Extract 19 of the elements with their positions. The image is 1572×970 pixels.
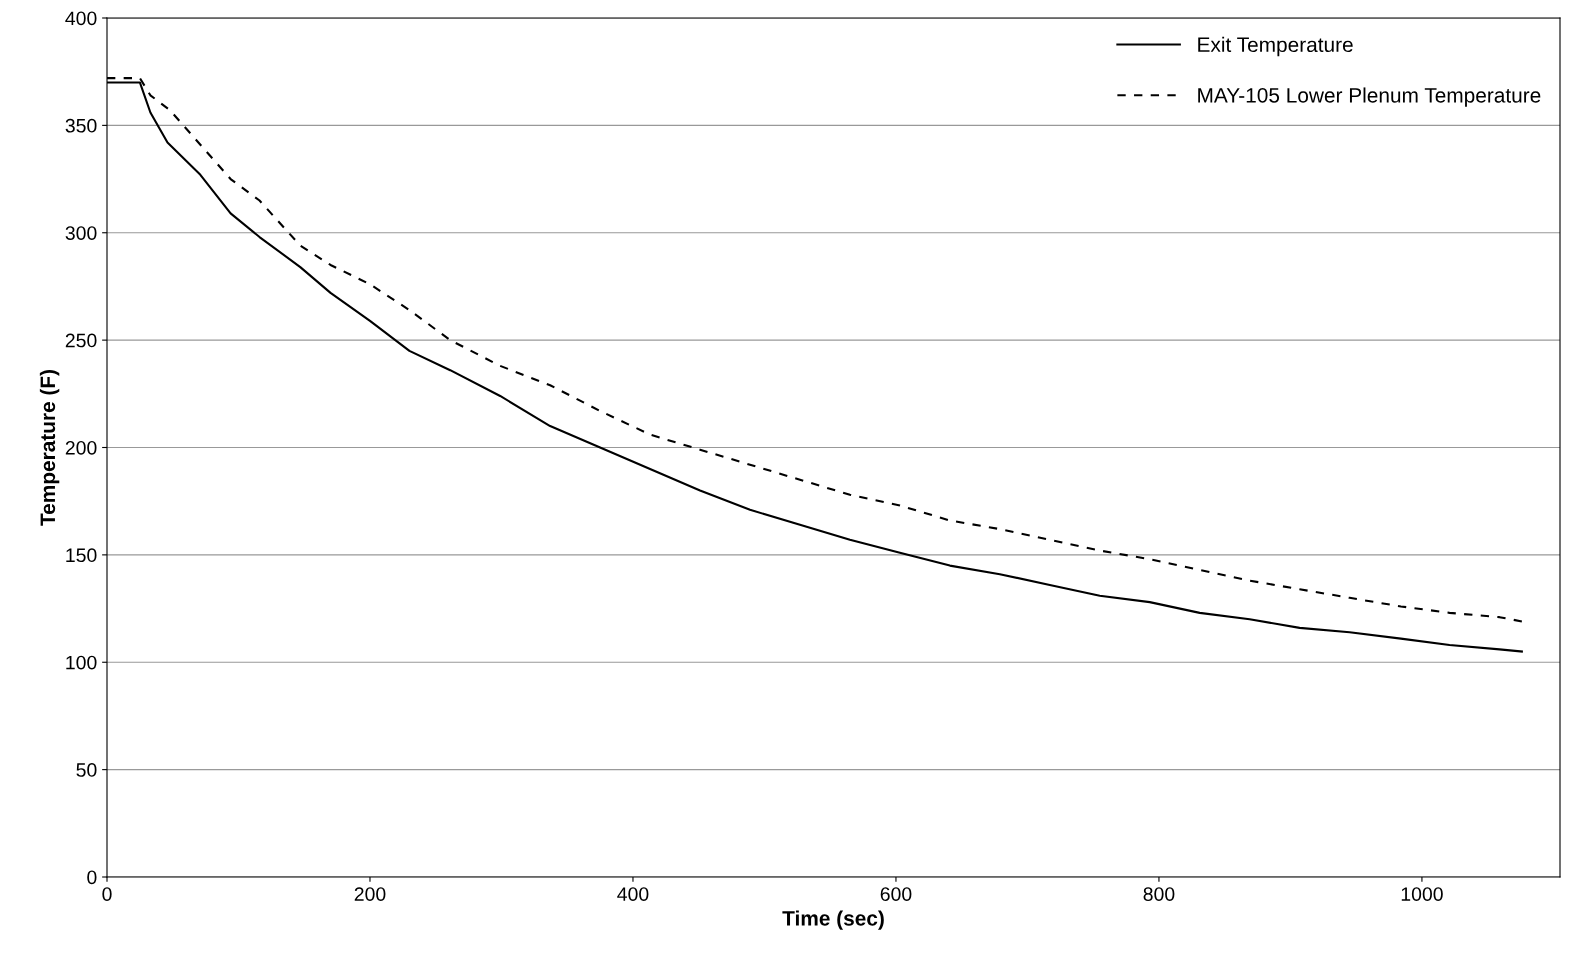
y-tick-label: 300 [65, 226, 97, 240]
y-tick-label: 0 [87, 870, 97, 885]
y-tick-label: 100 [66, 655, 97, 670]
y-tick-label: 400 [65, 11, 97, 26]
y-tick-label: 50 [76, 763, 97, 777]
x-axis-title: Time (sec) [782, 910, 884, 930]
y-tick-label: 200 [65, 440, 97, 455]
legend-label: MAY-105 Lower Plenum Temperature [1198, 87, 1541, 107]
y-tick-label: 350 [65, 118, 97, 133]
x-tick-label: 400 [617, 887, 649, 901]
y-tick-label: 150 [66, 548, 97, 563]
legend-label: Exit Temperature [1198, 36, 1353, 57]
x-tick-label: 0 [102, 887, 112, 901]
x-tick-label: 200 [354, 887, 386, 901]
x-tick-label: 1000 [1401, 887, 1443, 901]
x-tick-label: 800 [1143, 887, 1175, 901]
y-tick-label: 250 [65, 333, 97, 348]
x-tick-label: 600 [880, 887, 912, 901]
y-axis-title: Temperature (F) [39, 370, 60, 526]
